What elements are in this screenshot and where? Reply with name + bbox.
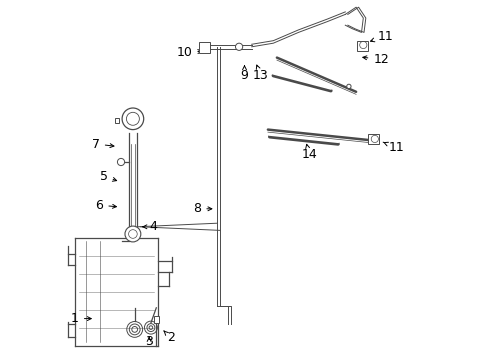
Circle shape [122,108,143,130]
Text: 11: 11 [383,141,404,154]
Circle shape [346,84,350,89]
Text: 3: 3 [145,335,153,348]
Circle shape [235,43,242,50]
Bar [367,134,378,144]
Text: 7: 7 [92,138,114,150]
Text: 10: 10 [176,46,202,59]
Text: 4: 4 [142,220,157,233]
Bar [115,118,119,123]
Text: 12: 12 [362,53,388,66]
Text: 1: 1 [71,312,91,325]
Text: 2: 2 [163,331,174,344]
Text: 9: 9 [240,66,248,82]
Circle shape [125,226,141,242]
Circle shape [117,158,124,166]
Text: 13: 13 [252,65,268,82]
Bar [199,42,209,53]
Text: 11: 11 [370,30,393,42]
Text: 5: 5 [100,170,116,183]
Bar [356,41,367,51]
Text: 6: 6 [95,199,116,212]
Text: 8: 8 [193,202,211,215]
Text: 14: 14 [301,144,317,161]
Bar [153,316,159,323]
